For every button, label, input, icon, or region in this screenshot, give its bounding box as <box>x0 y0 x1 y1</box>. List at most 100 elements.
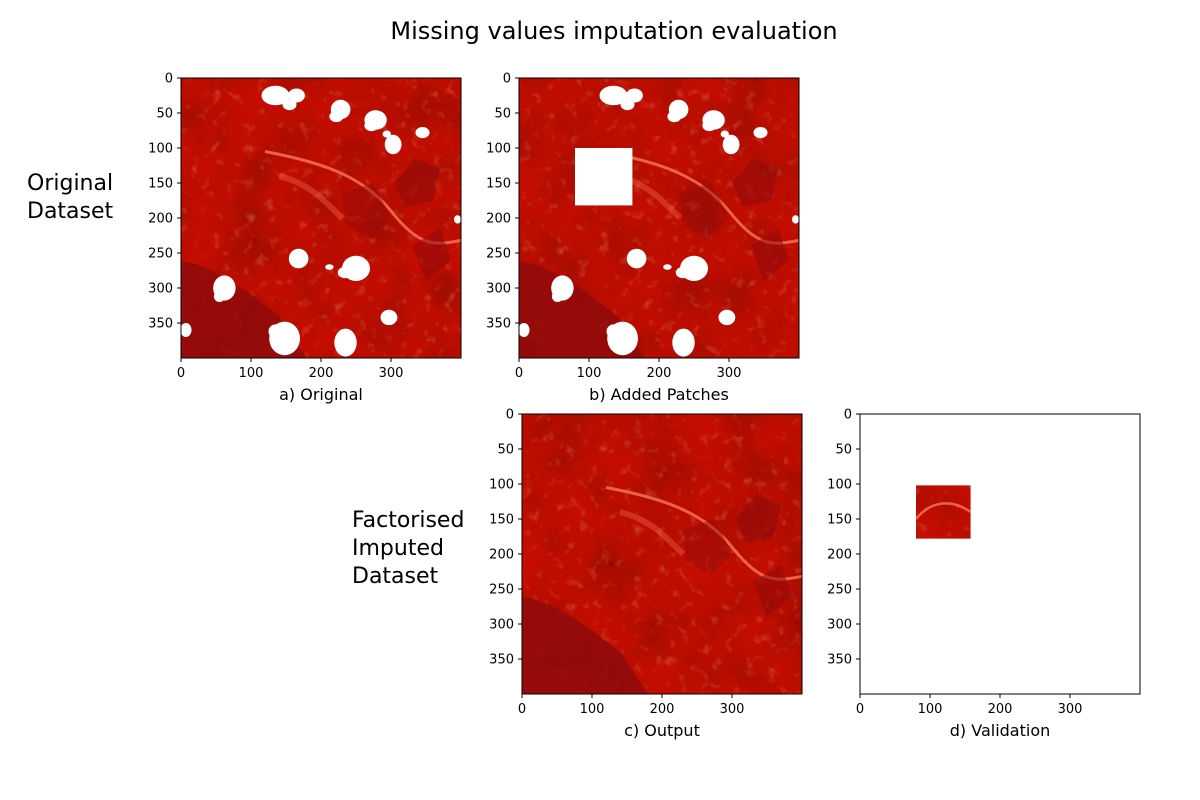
y-tick-label: 150 <box>489 513 514 528</box>
x-tick-label: 200 <box>647 366 672 381</box>
panel-caption: d) Validation <box>950 721 1051 740</box>
row-label-bottom-line-1: Factorised <box>352 508 464 533</box>
y-tick-label: 50 <box>494 107 511 122</box>
missing-patch <box>621 99 635 110</box>
missing-patch <box>719 310 736 325</box>
y-tick-label: 300 <box>489 618 514 633</box>
x-tick-label: 0 <box>856 702 864 717</box>
missing-patch <box>754 127 768 138</box>
row-label-bottom-line-3: Dataset <box>352 564 439 589</box>
y-tick-label: 250 <box>148 247 173 262</box>
x-tick-label: 300 <box>720 702 745 717</box>
y-tick-label: 350 <box>486 317 511 332</box>
x-tick-label: 200 <box>309 366 334 381</box>
y-tick-label: 250 <box>827 583 852 598</box>
missing-patch <box>676 267 690 278</box>
panels: 0 100 200 300 0 50 100 150 200 250 300 350 a) Origin… <box>148 72 1140 741</box>
imagery-0 <box>181 78 461 358</box>
row-label-bottom: Factorised Imputed Dataset <box>352 508 471 589</box>
imagery-1 <box>519 78 799 358</box>
y-tick-label: 300 <box>148 282 173 297</box>
y-tick-label: 150 <box>486 177 511 192</box>
y-tick-label: 100 <box>827 478 852 493</box>
y-tick-label: 250 <box>486 247 511 262</box>
x-tick-label: 200 <box>988 702 1013 717</box>
missing-patch <box>385 135 402 155</box>
x-tick-label: 300 <box>1058 702 1083 717</box>
y-tick-label: 350 <box>827 653 852 668</box>
y-tick-label: 100 <box>486 142 511 157</box>
missing-patch <box>364 120 378 131</box>
y-tick-label: 200 <box>486 212 511 227</box>
x-tick-label: 100 <box>580 702 605 717</box>
missing-patch <box>269 324 283 338</box>
x-tick-label: 0 <box>177 366 185 381</box>
missing-patch <box>627 249 647 269</box>
y-tick-label: 50 <box>156 107 173 122</box>
missing-patch <box>214 291 225 302</box>
panel-2: 0 100 200 300 0 50 100 150 200 250 300 350 b) Added … <box>486 72 799 405</box>
y-tick-label: 200 <box>827 548 852 563</box>
y-tick-label: 50 <box>835 443 852 458</box>
missing-patch <box>180 323 191 337</box>
y-tick-label: 300 <box>827 618 852 633</box>
y-tick-label: 350 <box>148 317 173 332</box>
row-label-top: Original Dataset <box>27 171 120 224</box>
missing-patch <box>289 249 309 269</box>
y-tick-label: 200 <box>489 548 514 563</box>
missing-patch <box>663 264 671 270</box>
missing-patch <box>454 215 461 223</box>
x-tick-label: 300 <box>717 366 742 381</box>
missing-patch <box>672 329 694 357</box>
x-tick-label: 0 <box>515 366 523 381</box>
x-tick-label: 100 <box>918 702 943 717</box>
y-tick-label: 150 <box>148 177 173 192</box>
missing-patch <box>381 310 398 325</box>
missing-patch <box>518 323 529 337</box>
missing-patch <box>667 111 681 122</box>
figure-title: Missing values imputation evaluation <box>390 17 837 45</box>
missing-patch <box>329 111 343 122</box>
missing-patch <box>607 324 621 338</box>
missing-patch <box>283 99 297 110</box>
panel-3: 0 100 200 300 0 50 100 150 200 250 300 350 c) Output <box>489 408 802 741</box>
missing-patch <box>792 215 799 223</box>
row-label-bottom-line-2: Imputed <box>352 536 444 561</box>
panel-1: 0 100 200 300 0 50 100 150 200 250 300 350 a) Origin… <box>148 72 461 405</box>
y-tick-label: 100 <box>148 142 173 157</box>
y-tick-label: 350 <box>489 653 514 668</box>
missing-patch <box>338 267 352 278</box>
panel-caption: b) Added Patches <box>589 385 729 404</box>
imagery-2 <box>522 414 802 694</box>
panel-caption: a) Original <box>279 385 363 404</box>
missing-patch <box>723 135 740 155</box>
row-label-top-line-1: Original <box>27 171 113 196</box>
x-tick-label: 0 <box>518 702 526 717</box>
missing-patch <box>325 264 333 270</box>
y-tick-label: 0 <box>503 72 511 87</box>
x-tick-label: 100 <box>239 366 264 381</box>
panel-4: 0 100 200 300 0 50 100 150 200 250 300 350 d) Valida… <box>827 408 1140 741</box>
missing-patch <box>721 131 729 138</box>
added-patch <box>575 148 632 205</box>
missing-patch <box>416 127 430 138</box>
y-tick-label: 200 <box>148 212 173 227</box>
missing-patch <box>552 291 563 302</box>
y-tick-label: 150 <box>827 513 852 528</box>
missing-patch <box>702 120 716 131</box>
x-tick-label: 100 <box>577 366 602 381</box>
x-tick-label: 200 <box>650 702 675 717</box>
missing-patch <box>383 131 391 138</box>
y-tick-label: 300 <box>486 282 511 297</box>
y-tick-label: 0 <box>506 408 514 423</box>
missing-patch <box>334 329 356 357</box>
y-tick-label: 250 <box>489 583 514 598</box>
y-tick-label: 0 <box>844 408 852 423</box>
y-tick-label: 0 <box>165 72 173 87</box>
panel-caption: c) Output <box>624 721 700 740</box>
y-tick-label: 50 <box>497 443 514 458</box>
x-tick-label: 300 <box>379 366 404 381</box>
row-label-top-line-2: Dataset <box>27 199 114 224</box>
y-tick-label: 100 <box>489 478 514 493</box>
